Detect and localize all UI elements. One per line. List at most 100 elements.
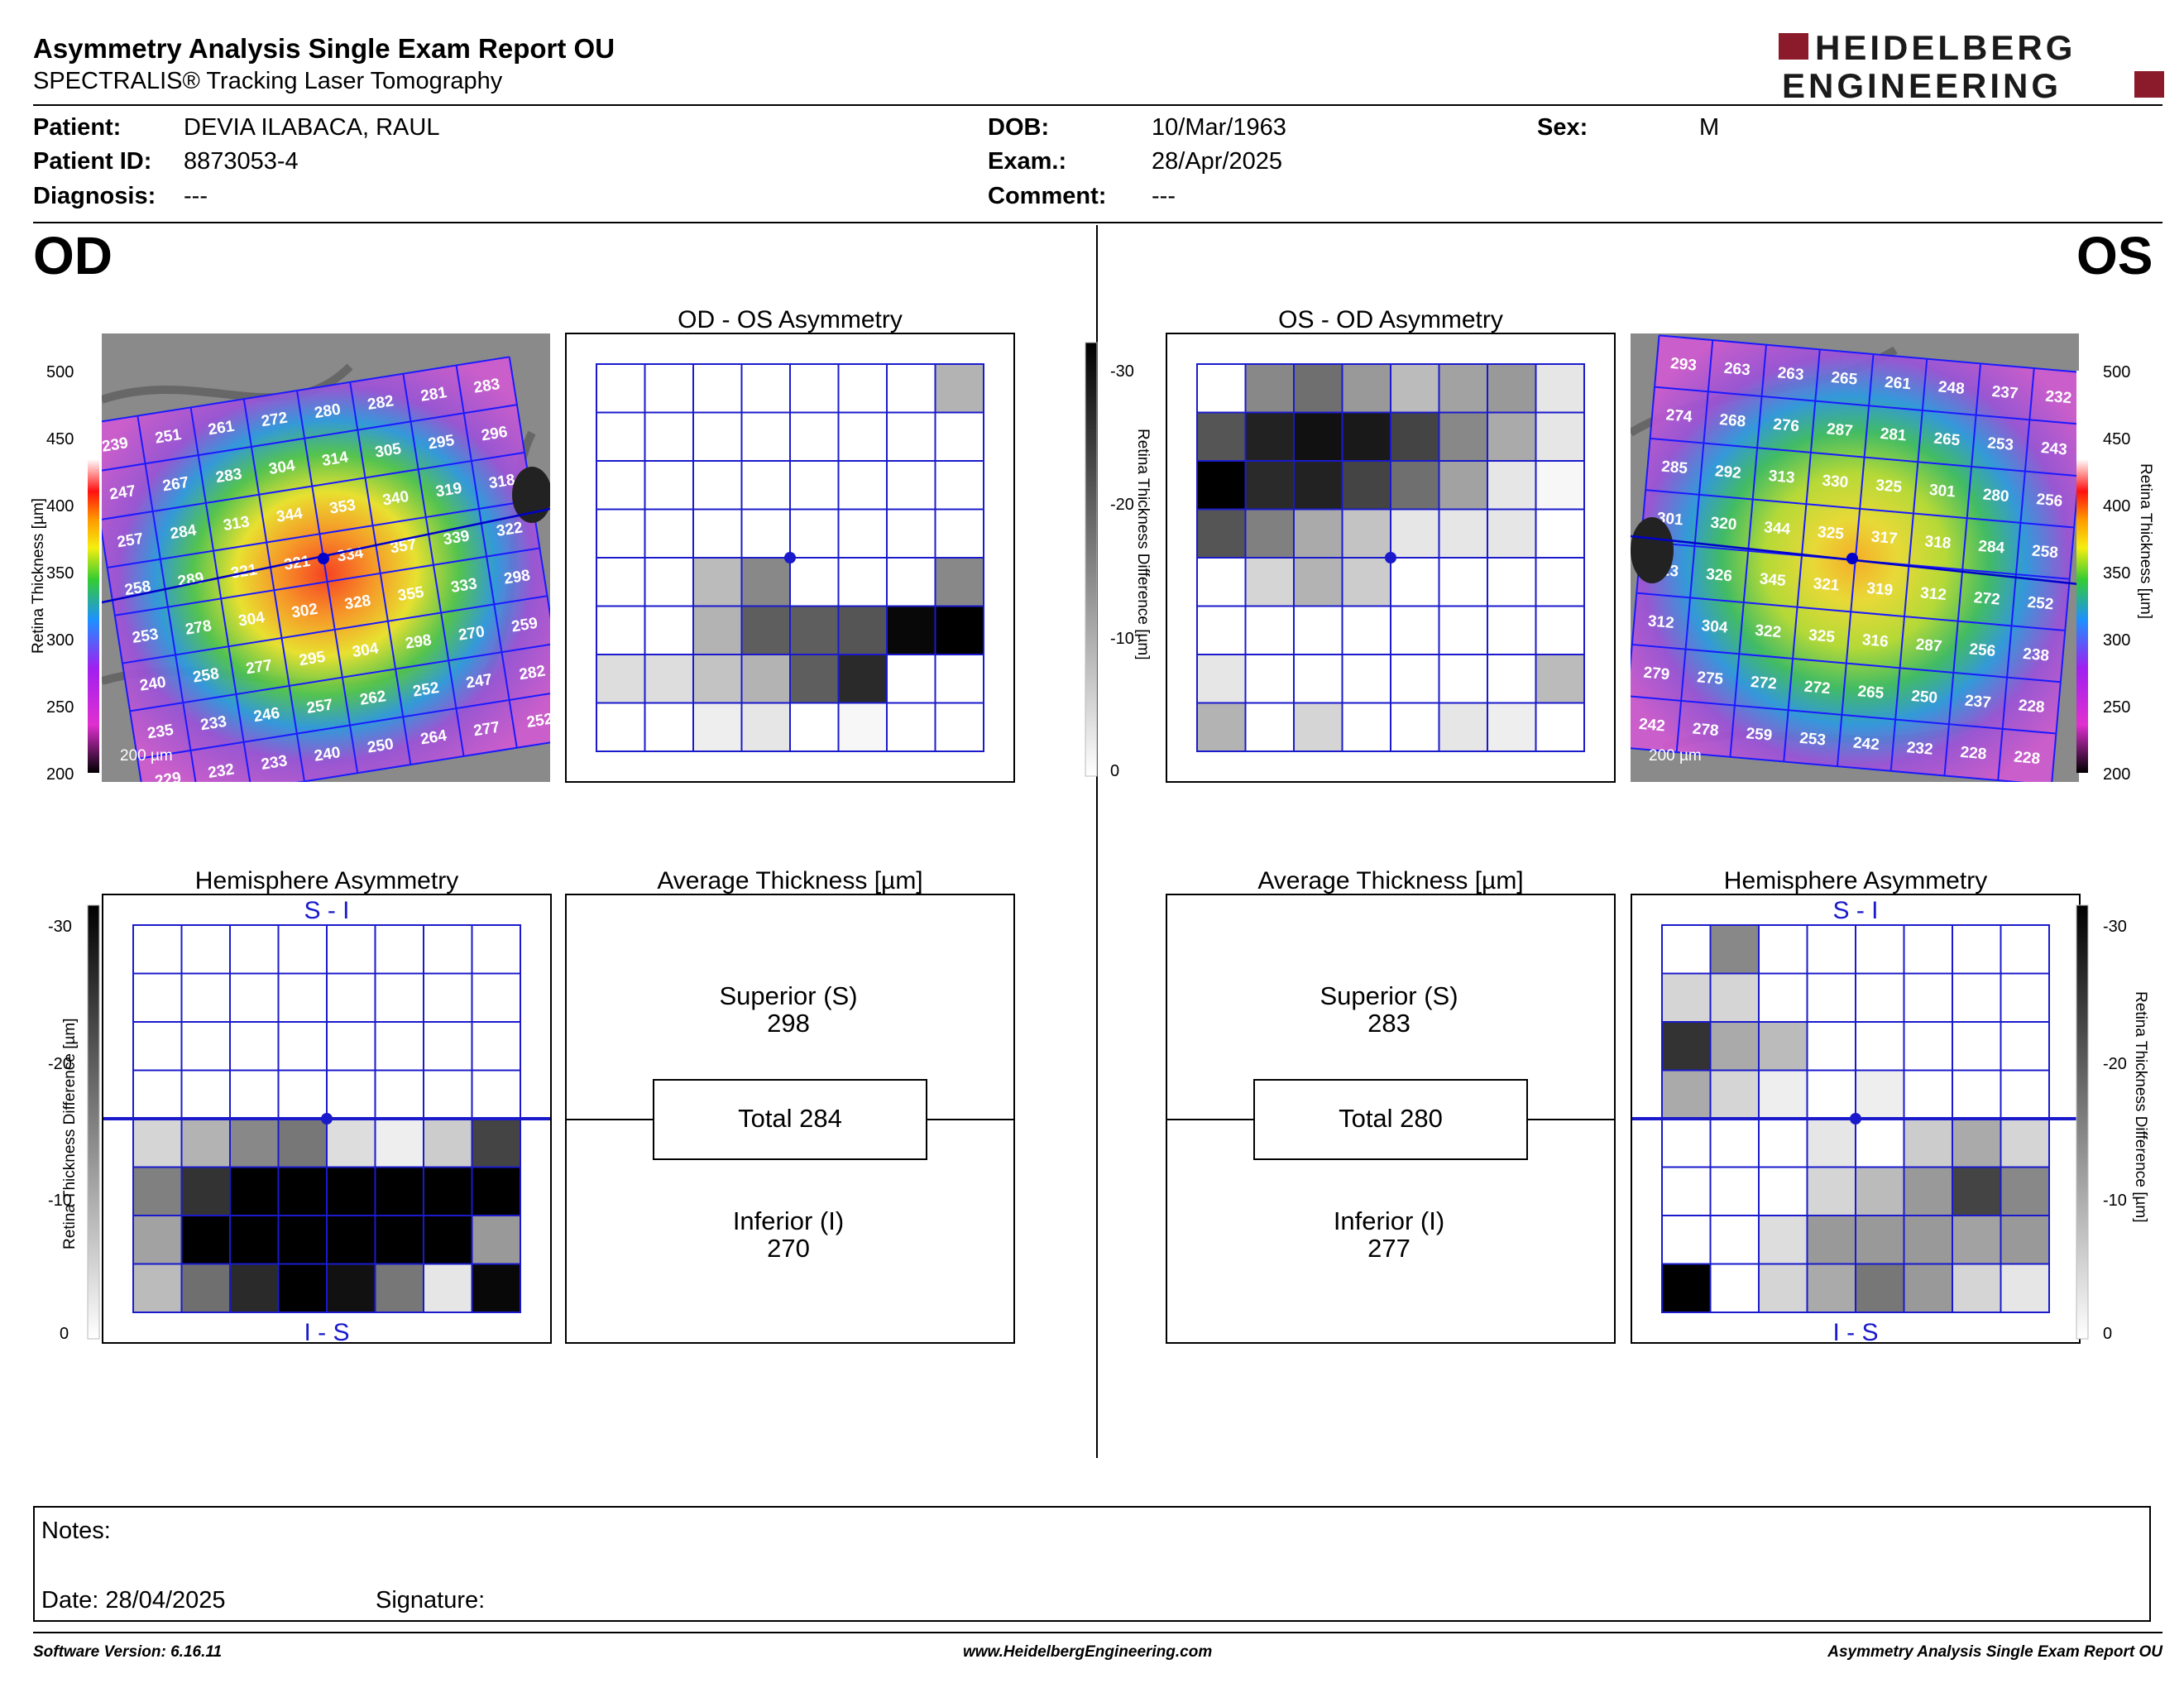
od-sector-value-r0c4: 280 (314, 400, 342, 422)
od-sector-value-r4c4: 328 (343, 592, 372, 614)
os-asym-cell-r0c1 (1244, 363, 1295, 414)
od-hemi-cell-r7c4 (326, 1263, 376, 1313)
os-sector-value-r7c7: 228 (2013, 748, 2040, 768)
os-asym-cell-r2c7 (1535, 460, 1585, 511)
od-sector-value-r5c5: 298 (405, 631, 433, 653)
website-link[interactable]: www.HeidelbergEngineering.com (963, 1643, 1213, 1661)
os-asym-cell-r7c3 (1341, 702, 1391, 752)
od-asym-cell-r5c1 (644, 605, 694, 655)
od-hemi-cell-r5c4 (326, 1166, 376, 1216)
tick-400: 400 (46, 497, 74, 516)
tick-200: 200 (46, 765, 74, 784)
os-sector-value-r1c4: 281 (1880, 425, 1908, 445)
od-sector-value-r0c0: 239 (102, 434, 129, 456)
os-total-box: Total 280 (1253, 1079, 1528, 1160)
od-sector-value-r2c7: 318 (487, 471, 516, 492)
od-sector-value-r1c3: 304 (268, 457, 297, 478)
os-asym-cell-r6c3 (1341, 654, 1391, 704)
od-asym-cell-r5c7 (934, 605, 984, 655)
od-asym-cell-r6c6 (886, 654, 936, 704)
od-sector-value-r5c3: 295 (298, 648, 327, 669)
os-sector-value-r0c7: 232 (2045, 388, 2072, 408)
od-asym-cell-r0c6 (886, 363, 936, 414)
os-sector-value-r2c2: 313 (1768, 468, 1795, 487)
tick-350: 350 (46, 564, 74, 583)
od-hemi-cell-r4c6 (423, 1118, 473, 1168)
od-hemi-cell-r3c5 (374, 1069, 424, 1120)
od-asym-cell-r7c3 (740, 702, 791, 752)
od-sector-value-r7c3: 240 (313, 744, 342, 765)
os-inferior-value: 277 (1367, 1234, 1410, 1263)
comment-value: --- (1152, 183, 1176, 209)
od-sector-value-r4c2: 304 (237, 609, 266, 631)
signature-label: Signature: (376, 1587, 486, 1614)
od-sector-value-r7c5: 264 (419, 727, 448, 749)
os-superior-value: 283 (1367, 1009, 1410, 1038)
os-hemi-top-label: S - I (1832, 897, 1878, 924)
od-asym-cell-r3c2 (692, 508, 743, 559)
od-asym-cell-r2c2 (692, 460, 743, 511)
od-asym-cell-r2c1 (644, 460, 694, 511)
os-hemi-box: S - I I - S (1631, 894, 2081, 1346)
od-asym-cell-r3c1 (644, 508, 694, 559)
od-hemi-cell-r3c1 (180, 1069, 231, 1120)
os-sector-value-r5c1: 304 (1701, 617, 1729, 637)
os-hemi-cell-r3c7 (2000, 1069, 2050, 1120)
svg-text:-20: -20 (48, 1055, 72, 1073)
os-sector-value-r1c2: 276 (1772, 416, 1799, 436)
od-asym-cell-r5c4 (789, 605, 840, 655)
os-hemi-cell-r1c3 (1806, 972, 1856, 1023)
os-hemi-cell-r6c3 (1806, 1215, 1856, 1265)
os-scale-bar-label: 200 µm (1649, 747, 1702, 765)
svg-text:450: 450 (2103, 430, 2130, 448)
od-sector-value-r0c2: 261 (207, 418, 236, 439)
os-asym-cell-r5c7 (1535, 605, 1585, 655)
od-asym-cell-r6c0 (596, 654, 646, 704)
od-asym-grid (596, 363, 984, 752)
os-asym-cell-r4c3 (1341, 557, 1391, 607)
od-asym-cell-r4c1 (644, 557, 694, 607)
svg-text:-30: -30 (48, 918, 72, 936)
os-sector-value-r6c1: 275 (1696, 669, 1724, 688)
od-asym-cell-r7c1 (644, 702, 694, 752)
os-asym-cell-r1c1 (1244, 411, 1295, 462)
od-sector-value-r5c0: 240 (139, 674, 168, 695)
od-hemi-cell-r6c7 (471, 1215, 521, 1265)
od-sector-value-r4c5: 355 (396, 583, 425, 605)
footer-divider (33, 1632, 2162, 1633)
od-hemi-cell-r2c6 (423, 1021, 473, 1072)
svg-text:Retina Thickness [µm]: Retina Thickness [µm] (2137, 463, 2154, 619)
os-asym-cell-r1c5 (1438, 411, 1488, 462)
os-optic-disc (1631, 517, 1674, 583)
od-sector-value-r2c4: 353 (328, 496, 357, 518)
od-sector-value-r1c4: 314 (321, 448, 350, 470)
od-hemi-cell-r0c5 (374, 924, 424, 975)
os-thickness-map: 293 263 263 265 261 248 237 232 274 268 276 287 281 2… (1631, 333, 2079, 782)
od-hemi-cell-r1c2 (229, 972, 280, 1023)
os-hemi-cell-r2c5 (1903, 1021, 1953, 1072)
od-asym-cell-r7c6 (886, 702, 936, 752)
os-asym-cell-r7c1 (1244, 702, 1295, 752)
svg-text:Retina Thickness Difference [µ: Retina Thickness Difference [µm] (61, 1018, 79, 1249)
os-asym-cell-r0c6 (1487, 363, 1537, 414)
os-asym-cell-r3c2 (1293, 508, 1343, 559)
os-asym-cell-r7c7 (1535, 702, 1585, 752)
os-sector-value-r1c6: 253 (1986, 434, 2014, 454)
diagnosis-value: --- (184, 183, 208, 209)
od-asym-cell-r6c2 (692, 654, 743, 704)
os-sector-value-r7c1: 278 (1692, 720, 1719, 740)
os-sector-value-r0c2: 263 (1777, 364, 1804, 384)
svg-text:-10: -10 (2103, 1192, 2127, 1210)
od-asym-cell-r1c3 (740, 411, 791, 462)
exam-value: 28/Apr/2025 (1152, 148, 1283, 175)
od-hemi-cell-r0c1 (180, 924, 231, 975)
od-sector-value-r2c0: 257 (116, 530, 145, 552)
os-sector-value-r2c7: 256 (2036, 491, 2063, 511)
od-asym-cell-r5c0 (596, 605, 646, 655)
od-sector-value-r4c6: 333 (450, 575, 479, 597)
gray-bar-label: Retina Thickness Difference [µm] (1134, 429, 1152, 660)
od-hemi-cell-r5c2 (229, 1166, 280, 1216)
os-hemi-cell-r2c2 (1758, 1021, 1808, 1072)
svg-text:300: 300 (2103, 631, 2130, 650)
os-total-label: Total 280 (1339, 1104, 1443, 1133)
